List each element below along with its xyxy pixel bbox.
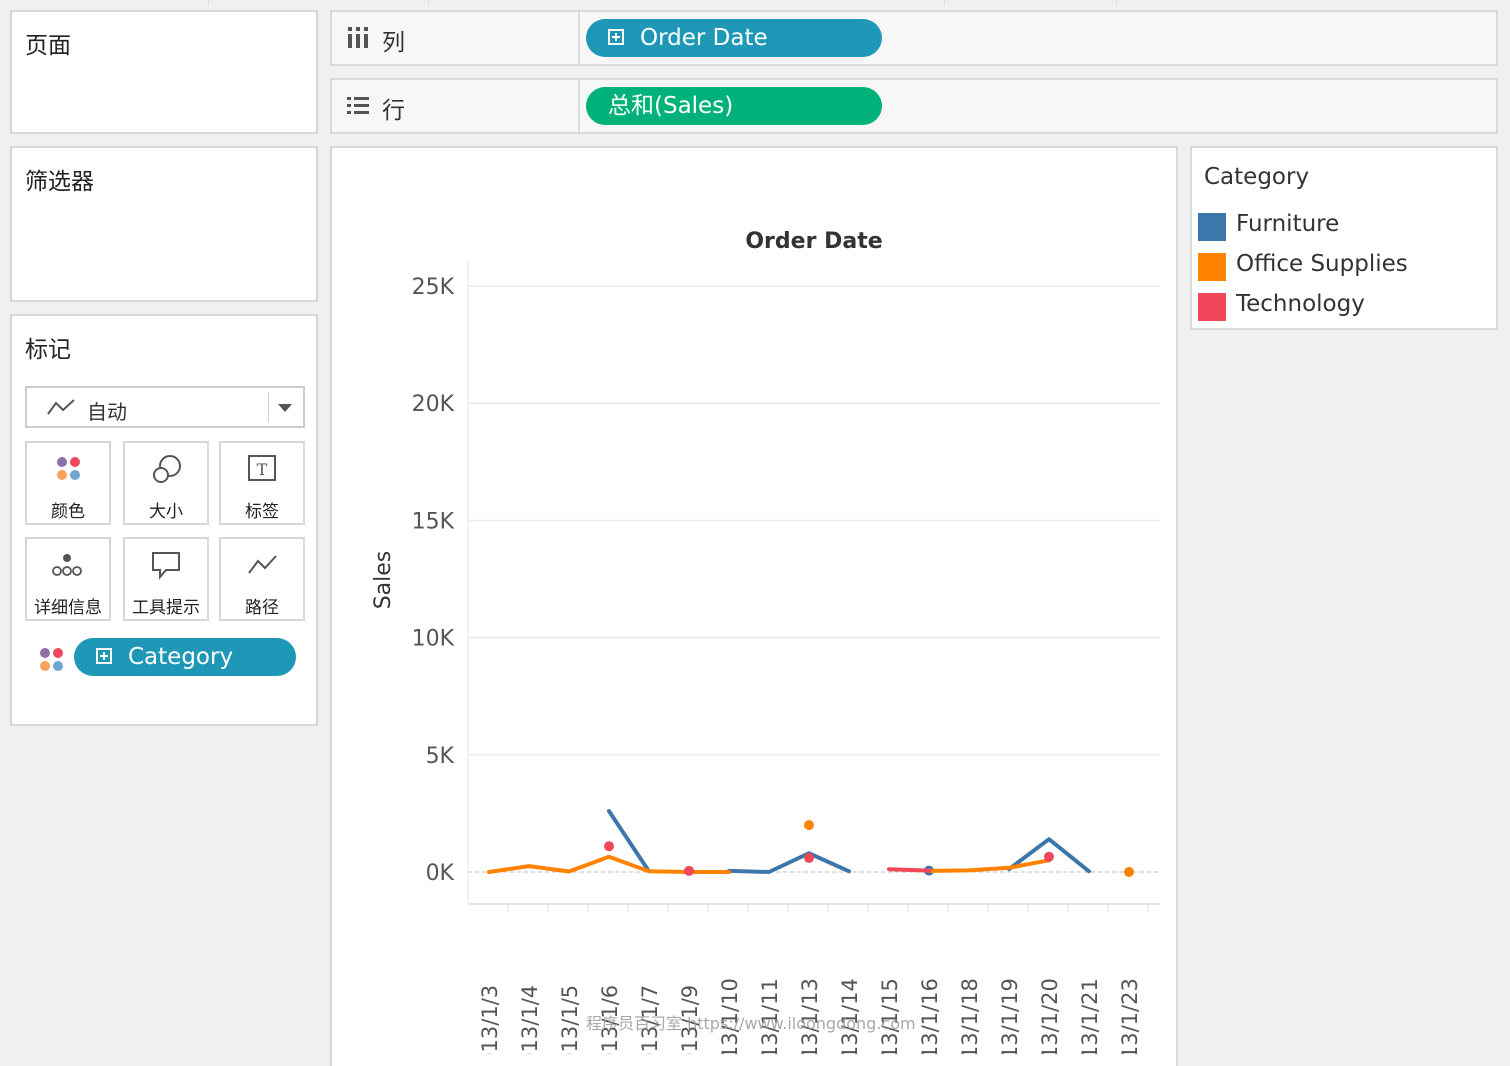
detail-icon: [52, 554, 82, 576]
series-point-technology: [684, 865, 694, 876]
legend-title: Category: [1204, 164, 1310, 190]
columns-shelf-label: 列: [332, 12, 580, 64]
path-label: 路径: [245, 598, 279, 618]
series-line-furniture: [1007, 837, 1091, 874]
tooltip-icon: [152, 552, 180, 580]
columns-icon: [348, 27, 368, 48]
x-tick-label: 2013/1/4: [518, 985, 542, 1054]
view-canvas[interactable]: Order Date Sales 0K 5K 10K 15K 20K 25K 2013/1/3 2…: [330, 146, 1178, 1066]
marks-card: 标记 自动 颜色 大小 T 标签: [10, 314, 318, 726]
y-tick-label: 25K: [412, 275, 455, 300]
x-tick-label: 2013/1/14: [838, 978, 862, 1054]
filters-title: 筛选器: [25, 169, 94, 195]
series-point-technology: [804, 852, 814, 863]
sum-sales-pill[interactable]: 总和(Sales): [586, 87, 882, 125]
legend-swatch: [1198, 253, 1226, 281]
color-label: 颜色: [51, 502, 85, 522]
category-legend[interactable]: Category Furniture Office Supplies Techn…: [1190, 146, 1498, 330]
color-icon: [57, 457, 80, 480]
detail-label: 详细信息: [34, 598, 102, 618]
label-button[interactable]: T 标签: [219, 441, 305, 525]
color-button[interactable]: 颜色: [25, 441, 111, 525]
series-line-office-supplies: [927, 858, 1051, 873]
x-tick-label: 2013/1/15: [878, 978, 902, 1054]
svg-text:T: T: [257, 460, 268, 479]
series-point-office-supplies: [804, 820, 814, 831]
category-color-pill[interactable]: Category: [74, 638, 296, 676]
legend-label: Technology: [1236, 291, 1365, 317]
series-point-technology: [604, 841, 614, 852]
x-tick-label: 2013/1/11: [758, 978, 782, 1054]
x-tick-label: 2013/1/18: [958, 978, 982, 1054]
size-icon: [153, 455, 181, 483]
columns-label: 列: [382, 30, 405, 56]
x-tick-label: 2013/1/19: [998, 978, 1022, 1054]
sales-line-chart[interactable]: Order Date Sales 0K 5K 10K 15K 20K 25K 2013/1/3 2…: [332, 148, 1176, 1054]
x-tick-label: 2013/1/20: [1038, 978, 1062, 1054]
x-tick-label: 2013/1/5: [558, 985, 582, 1054]
legend-label: Furniture: [1236, 211, 1340, 237]
pages-title: 页面: [25, 33, 71, 59]
tooltip-button[interactable]: 工具提示: [123, 537, 209, 621]
watermark: 程序员百习室 https://www.iloongdong.com: [586, 1014, 916, 1033]
category-pill-label: Category: [128, 644, 234, 670]
x-tick-label: 2013/1/7: [638, 985, 662, 1054]
order-date-pill-label: Order Date: [640, 25, 768, 51]
rows-label: 行: [382, 98, 405, 124]
rows-shelf[interactable]: 行 总和(Sales): [330, 78, 1498, 134]
pages-card[interactable]: 页面: [10, 10, 318, 134]
line-mark-icon: [47, 399, 75, 415]
chevron-down-icon: [278, 404, 292, 412]
legend-label: Office Supplies: [1236, 251, 1408, 277]
expand-icon: [96, 648, 112, 664]
x-tick-label: 2013/1/10: [718, 978, 742, 1054]
rows-icon: [347, 97, 369, 114]
x-tick-label: 2013/1/23: [1118, 978, 1142, 1054]
path-button[interactable]: 路径: [219, 537, 305, 621]
series-line-furniture: [727, 851, 851, 874]
columns-shelf[interactable]: 列 Order Date: [330, 10, 1498, 66]
y-tick-label: 5K: [426, 744, 455, 769]
filters-card[interactable]: 筛选器: [10, 146, 318, 302]
legend-swatch: [1198, 293, 1226, 321]
mark-type-dropdown[interactable]: 自动: [25, 386, 305, 428]
label-label: 标签: [245, 502, 279, 522]
sum-sales-pill-label: 总和(Sales): [608, 93, 734, 119]
series-line-technology: [887, 867, 931, 873]
path-icon: [248, 555, 277, 574]
legend-swatch: [1198, 213, 1226, 241]
series-point-technology: [1044, 851, 1054, 862]
top-ruler: [0, 0, 1510, 6]
x-tick-label: 2013/1/16: [918, 978, 942, 1054]
marks-title: 标记: [25, 337, 71, 363]
size-label: 大小: [149, 502, 183, 522]
size-button[interactable]: 大小: [123, 441, 209, 525]
text-label-icon: T: [248, 455, 276, 481]
rows-shelf-label: 行: [332, 80, 580, 132]
chart-title: Order Date: [745, 229, 882, 254]
color-field-icon: [40, 648, 63, 671]
y-tick-label: 20K: [412, 392, 455, 417]
x-tick-label: 2013/1/21: [1078, 978, 1102, 1054]
y-axis-label: Sales: [371, 551, 396, 610]
x-tick-label: 2013/1/3: [478, 985, 502, 1054]
series-line-furniture: [607, 809, 651, 874]
series-point-office-supplies: [1124, 867, 1134, 877]
y-tick-label: 0K: [426, 861, 455, 886]
order-date-pill[interactable]: Order Date: [586, 19, 882, 57]
detail-button[interactable]: 详细信息: [25, 537, 111, 621]
x-tick-label: 2013/1/13: [798, 978, 822, 1054]
expand-icon: [608, 29, 624, 45]
tooltip-label: 工具提示: [132, 598, 200, 618]
y-tick-label: 15K: [412, 509, 455, 534]
y-tick-label: 10K: [412, 627, 455, 652]
x-tick-label: 2013/1/6: [598, 985, 622, 1054]
mark-type-value: 自动: [87, 400, 127, 424]
x-tick-label: 2013/1/9: [678, 985, 702, 1054]
